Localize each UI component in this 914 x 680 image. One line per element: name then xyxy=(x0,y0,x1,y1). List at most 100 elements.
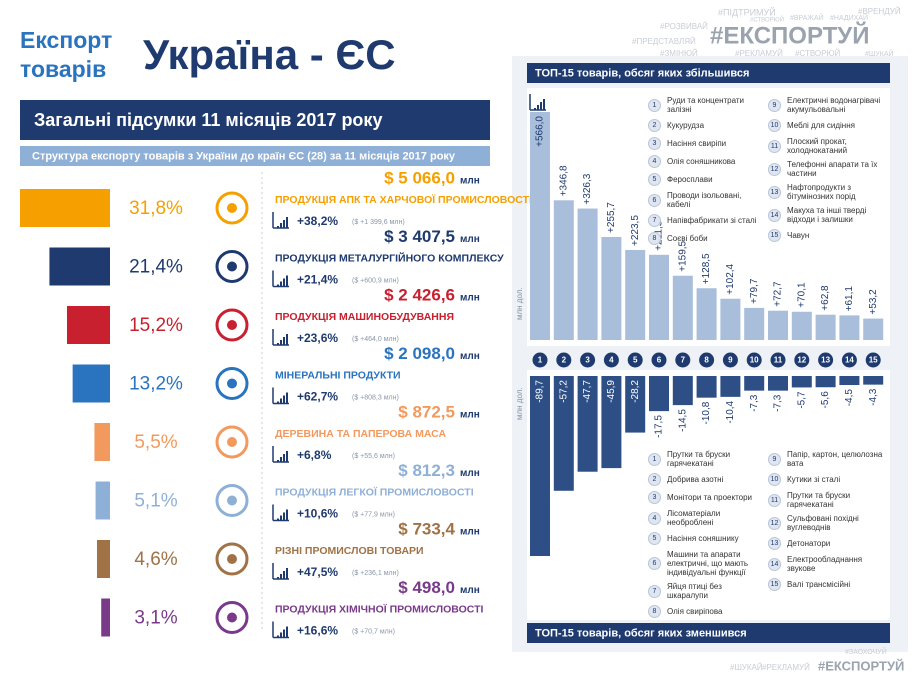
share-bar xyxy=(101,598,110,637)
legend-text: Насіння свиріпи xyxy=(667,139,727,148)
x-tick-label: 9 xyxy=(728,356,733,365)
bar xyxy=(696,288,717,340)
icon xyxy=(286,275,288,287)
legend-text: Олія свиріпова xyxy=(667,607,723,616)
amount: $ 498,0 xyxy=(398,578,455,597)
hashtag: #СТВОРЮЙ xyxy=(750,16,784,24)
data-label: -5,6 xyxy=(820,391,831,409)
data-label: -14,5 xyxy=(677,409,688,432)
legend-number: 12 xyxy=(768,162,781,176)
x-tick-label: 4 xyxy=(609,356,614,365)
icon xyxy=(280,340,282,345)
legend-item: 10 Кутики зі сталі xyxy=(768,473,886,486)
category-marker xyxy=(746,352,762,368)
legend-text: Добрива азотні xyxy=(667,475,724,484)
legend-number: 9 xyxy=(768,98,781,112)
legend-number: 5 xyxy=(648,173,661,186)
legend-text: Плоский прокат, холоднокатаний xyxy=(787,137,848,155)
chart-title-band xyxy=(527,623,890,643)
icon xyxy=(280,515,282,521)
category-icon xyxy=(215,484,249,517)
title: Україна - ЄС xyxy=(143,31,396,78)
legend-text: Феросплави xyxy=(667,175,713,184)
growth: +38,2% xyxy=(297,214,338,228)
category-icon xyxy=(215,601,249,634)
hashtag: #РЕКЛАМУЙ xyxy=(762,663,810,672)
icon xyxy=(283,395,285,404)
legend-item: 3 Насіння свиріпи xyxy=(648,137,760,150)
bar xyxy=(768,310,788,340)
bar xyxy=(744,307,765,340)
chart-title: ТОП-15 товарів, обсяг яких зменшився xyxy=(535,627,747,639)
category-name: РІЗНІ ПРОМИСЛОВІ ТОВАРИ xyxy=(275,545,424,557)
share-bar xyxy=(20,189,110,227)
growth: +6,8% xyxy=(297,448,332,462)
bar xyxy=(530,376,550,556)
legend-item: 1 Прутки та бруски гарячекатані xyxy=(648,450,760,468)
legend-item: 4 Лісоматеріали необроблені xyxy=(648,509,760,527)
legend-item: 5 Насіння соняшнику xyxy=(648,532,760,545)
legend-number: 8 xyxy=(648,232,661,245)
bar xyxy=(625,376,646,433)
bar xyxy=(553,200,574,340)
legend-item: 10 Меблі для сидіння xyxy=(768,119,886,132)
legend-item: 7 Яйця птиці без шкаралупи xyxy=(648,582,760,600)
title-line: товарів xyxy=(20,56,106,82)
subtitle: Структура експорту товарів з України до … xyxy=(32,150,456,162)
share-label: 5,5% xyxy=(134,432,177,453)
legend-number: 1 xyxy=(648,452,661,466)
data-label: -17,5 xyxy=(654,415,665,438)
hashtag: #ВРАЖАЙ xyxy=(790,13,824,22)
amount: $ 2 426,6 xyxy=(384,285,455,304)
bar xyxy=(649,376,669,412)
data-label: -28,2 xyxy=(630,380,641,403)
data-label: +128,5 xyxy=(701,253,712,284)
icon xyxy=(280,398,282,404)
hashtag: #СТВОРЮЙ xyxy=(795,49,841,58)
growth: +16,6% xyxy=(297,624,338,638)
legend-text: Електричні водонагрівачі акумульовальні xyxy=(787,96,881,114)
icon xyxy=(540,102,542,110)
bar xyxy=(863,376,884,385)
legend-text: Детонатори xyxy=(787,539,831,548)
legend-number: 13 xyxy=(768,537,781,550)
legend-number: 14 xyxy=(768,557,781,571)
x-tick-label: 5 xyxy=(633,356,638,365)
data-label: -57,2 xyxy=(558,380,569,403)
legend-item: 11 Плоский прокат, холоднокатаний xyxy=(768,137,886,155)
legend-item: 4 Олія соняшникова xyxy=(648,155,760,168)
category-icon xyxy=(227,554,237,564)
growth: +23,6% xyxy=(297,331,338,345)
category-marker xyxy=(580,352,596,368)
x-tick-label: 14 xyxy=(845,356,854,365)
data-label: -10,4 xyxy=(725,400,736,423)
data-label: +62,8 xyxy=(820,285,831,311)
bar xyxy=(839,315,860,340)
bar xyxy=(625,249,646,340)
share-bar xyxy=(72,364,110,403)
x-tick-label: 3 xyxy=(585,356,590,365)
hashtag: #РЕКЛАМУЙ xyxy=(735,49,783,58)
category-name: МІНЕРАЛЬНІ ПРОДУКТИ xyxy=(275,369,401,381)
bar xyxy=(815,376,836,388)
bar xyxy=(696,376,717,398)
legend-number: 3 xyxy=(648,137,661,150)
legend-number: 4 xyxy=(648,511,661,525)
legend-item: 14 Макуха та інші тверді відходи і залишк… xyxy=(768,206,886,224)
growth: +21,4% xyxy=(297,273,338,287)
legend-item: 12 Телефонні апарати та їх частини xyxy=(768,160,886,178)
category-icon xyxy=(215,250,249,283)
data-label: +102,4 xyxy=(725,263,736,294)
data-label: +79,7 xyxy=(749,278,760,304)
icon xyxy=(280,281,282,287)
icon xyxy=(283,278,285,287)
icon xyxy=(286,568,288,579)
icon xyxy=(283,571,285,579)
icon xyxy=(277,635,279,638)
data-label: -89,7 xyxy=(535,380,546,403)
banner-text: Загальні підсумки 11 місяців 2017 року xyxy=(34,110,382,130)
share-label: 31,8% xyxy=(129,198,183,219)
category-icon xyxy=(215,191,249,225)
legend-number: 3 xyxy=(648,491,661,504)
category-name: ПРОДУКЦІЯ МЕТАЛУРГІЙНОГО КОМПЛЕКСУ xyxy=(275,251,504,264)
